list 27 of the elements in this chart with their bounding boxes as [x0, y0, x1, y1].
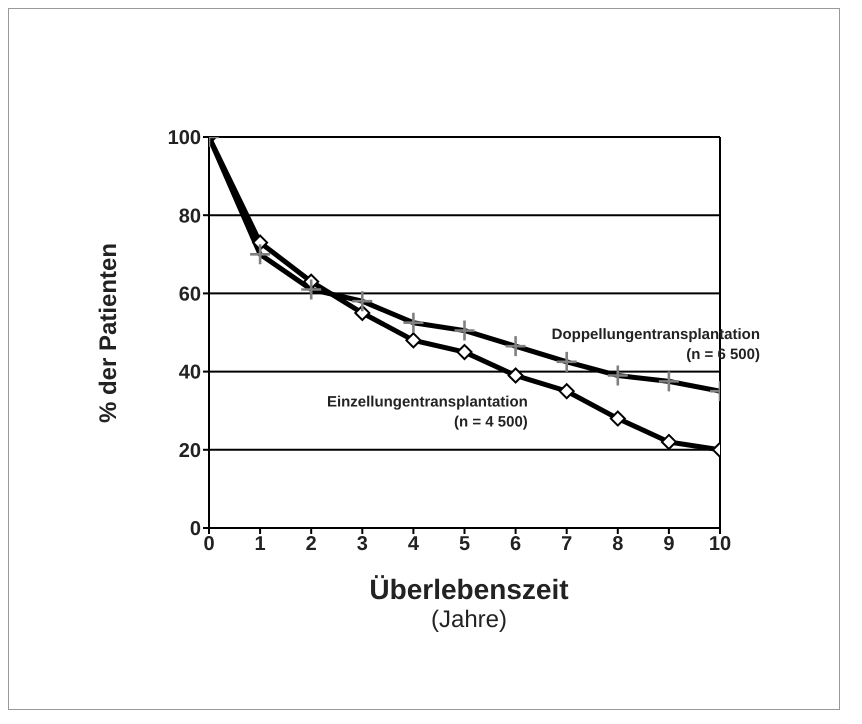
point [405, 332, 422, 348]
y-tick-label: 60 [178, 284, 201, 306]
x-tick-label: 4 [408, 533, 420, 556]
point [456, 344, 472, 360]
y-tick-label: 40 [178, 362, 201, 384]
x-tick-label: 10 [708, 533, 732, 556]
point [660, 434, 677, 450]
point [610, 410, 626, 427]
x-tick-label: 2 [306, 533, 317, 556]
x-tick-label: 5 [458, 533, 470, 556]
y-tick-label: 0 [190, 518, 201, 540]
x-tick-label: 1 [254, 533, 266, 556]
x-tick-label: 0 [203, 533, 215, 556]
y-tick-label: 100 [168, 127, 201, 150]
x-tick-label: 8 [612, 533, 624, 556]
series-label: Einzellungentransplantation (n = 4 500) [326, 394, 528, 431]
x-tick-label: 7 [561, 533, 572, 556]
point [508, 368, 524, 384]
point [558, 383, 575, 400]
x-tick-label: 9 [663, 533, 674, 556]
y-tick-label: 80 [178, 205, 201, 228]
y-axis-title: % der Patienten [95, 242, 123, 423]
x-tick-label: 6 [510, 533, 522, 556]
x-tick-label: 3 [356, 533, 368, 556]
x-axis-title: Überlebenszeit [368, 574, 570, 606]
text: (Jahre) [430, 606, 508, 634]
y-tick-label: 20 [178, 440, 201, 462]
